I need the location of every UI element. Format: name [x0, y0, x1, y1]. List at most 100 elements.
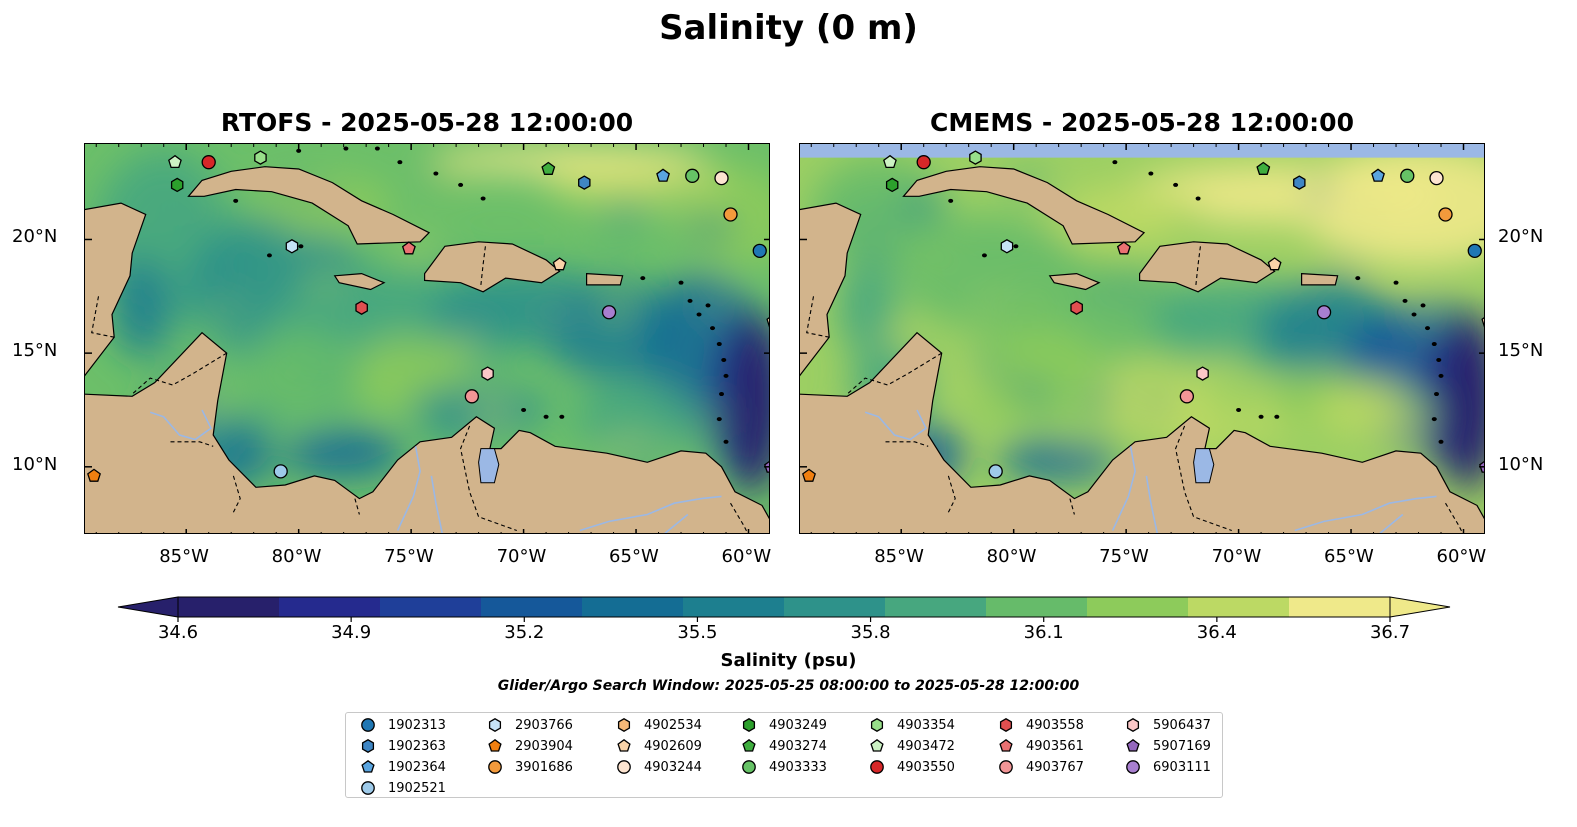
island — [705, 303, 711, 308]
legend-marker-hexagon — [870, 718, 884, 732]
central-south-america-land — [85, 331, 769, 533]
legend-marker-circle — [742, 760, 756, 774]
figure-title: Salinity (0 m) — [659, 8, 918, 48]
island — [678, 280, 684, 285]
puerto-rico-land — [586, 272, 624, 286]
float-marker-3901686 — [723, 207, 738, 222]
legend-marker-pentagon — [999, 738, 1013, 752]
legend-label: 6903111 — [1153, 759, 1211, 775]
colorbar-segment — [885, 597, 937, 617]
legend-item-4903561: 4903561 — [998, 737, 1084, 755]
float-marker-1902313 — [1467, 243, 1482, 258]
float-marker-4903558 — [1070, 300, 1083, 315]
legend-label: 4903767 — [1026, 759, 1084, 775]
country-border — [947, 475, 956, 513]
river — [396, 446, 421, 531]
island — [458, 182, 464, 187]
colorbar-segment — [481, 597, 533, 617]
legend-label: 1902364 — [388, 759, 446, 775]
lat-tick-label-left: 15°N — [12, 340, 58, 362]
float-marker-4903767 — [1179, 389, 1195, 404]
island — [1431, 417, 1437, 422]
jamaica-land — [333, 272, 386, 291]
float-marker-1902363 — [578, 175, 591, 190]
float-marker-4903354 — [254, 150, 267, 165]
river — [664, 513, 689, 533]
float-marker-4903561 — [401, 241, 416, 255]
colorbar-segment — [935, 597, 987, 617]
country-border — [846, 352, 942, 395]
float-marker-4903558 — [355, 300, 368, 315]
lon-tick-label: 75°W — [1099, 546, 1149, 567]
float-marker-4903561 — [1116, 241, 1131, 255]
legend-item-4903558: 4903558 — [998, 716, 1084, 734]
colorbar-tick-label: 35.8 — [850, 622, 891, 643]
island — [433, 171, 439, 176]
lat-tick-label-right: 15°N — [1498, 340, 1544, 362]
colorbar-segment — [632, 597, 684, 617]
float-marker-2903766 — [285, 239, 299, 254]
lon-tick-label: 60°W — [721, 546, 772, 567]
lon-tick-label: 60°W — [1436, 546, 1487, 567]
legend-label: 5907169 — [1153, 738, 1211, 754]
map-panel-rtofs — [84, 143, 770, 534]
colorbar-segment — [531, 597, 583, 617]
country-border — [885, 441, 929, 447]
lat-tick-label-left: 10°N — [12, 453, 58, 475]
legend-marker-pentagon — [1126, 738, 1140, 752]
island — [1013, 244, 1019, 249]
legend-label: 4902609 — [644, 738, 702, 754]
colorbar-segment — [1087, 597, 1139, 617]
island — [397, 160, 403, 165]
float-marker-4903244 — [1429, 170, 1444, 186]
legend-marker-hexagon — [488, 718, 502, 732]
colorbar-segment — [1339, 597, 1391, 617]
map-canvas — [800, 144, 1484, 533]
colorbar-segment — [380, 597, 432, 617]
colorbar-segment — [430, 597, 482, 617]
island — [719, 392, 725, 397]
country-border — [1175, 425, 1232, 532]
yucatan-land — [800, 202, 862, 377]
puerto-rico-land — [1301, 272, 1339, 286]
float-marker-1902364 — [1371, 168, 1385, 182]
river — [1145, 475, 1158, 533]
float-marker-4903244 — [714, 170, 729, 186]
island — [710, 326, 716, 331]
lon-tick-label: 85°W — [874, 546, 924, 567]
colorbar-segment — [733, 597, 785, 617]
legend-label: 4903550 — [897, 759, 955, 775]
colorbar-segment — [279, 597, 331, 617]
island — [640, 276, 646, 281]
colorbar-segment — [1188, 597, 1240, 617]
cuba-land — [187, 166, 431, 245]
map-panel-cmems — [799, 143, 1485, 534]
country-border — [806, 296, 830, 338]
river — [1379, 513, 1404, 533]
island — [1434, 392, 1440, 397]
island — [374, 146, 380, 151]
float-marker-1902364 — [656, 168, 670, 182]
float-marker-4903333 — [685, 168, 700, 183]
legend-marker-circle — [1126, 760, 1140, 774]
colorbar-tick-label: 34.6 — [157, 622, 199, 643]
colorbar-segment — [784, 597, 836, 617]
float-marker-5906437 — [481, 366, 494, 381]
legend-marker-circle — [488, 760, 502, 774]
island — [1258, 414, 1264, 419]
float-marker-4903249 — [170, 177, 184, 193]
legend-marker-hexagon — [361, 739, 375, 753]
colorbar-segment — [1137, 597, 1189, 617]
legend-marker-circle — [617, 760, 631, 774]
float-marker-1902363 — [1293, 175, 1306, 190]
river — [1294, 495, 1437, 532]
island — [1236, 407, 1242, 412]
colorbar-extend-max — [1389, 596, 1451, 618]
colorbar-segment — [834, 597, 886, 617]
legend-label: 1902313 — [388, 717, 446, 733]
legend-item-3901686: 3901686 — [487, 758, 573, 776]
float-marker-2903904 — [87, 468, 101, 482]
legend-item-6903111: 6903111 — [1125, 758, 1211, 776]
island — [1173, 182, 1179, 187]
colorbar-tick-label: 35.5 — [677, 622, 718, 643]
